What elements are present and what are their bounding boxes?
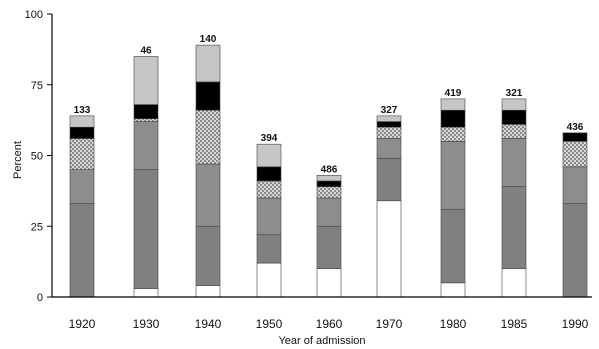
y-tick-label-100: 100 (25, 9, 43, 21)
bar-segment-1930-7 (133, 56, 159, 105)
bar-segment-1970-3 (376, 138, 402, 159)
bar-segment-1940-7 (195, 44, 221, 83)
bar-segment-1970-4 (376, 126, 402, 139)
bar-segment-1985-2 (501, 186, 527, 270)
y-ticks: 0 25 50 75 100 (25, 9, 52, 304)
y-tick-label-50: 50 (31, 151, 43, 163)
bar-segment-1980-4 (440, 126, 466, 142)
bar-segment-1940-6 (195, 81, 221, 111)
bar-count-label-1940: 140 (200, 34, 217, 45)
bar-segment-1970-0 (376, 200, 402, 298)
bar-segment-1920-7 (69, 115, 95, 128)
bar-segment-1970-6 (376, 121, 402, 128)
x-tick-label-1930: 1930 (133, 317, 160, 331)
bar-segment-1920-3 (69, 169, 95, 204)
bar-segment-1980-7 (440, 98, 466, 111)
bar-segment-1930-0 (133, 288, 159, 298)
bar-segment-1990-4 (562, 141, 588, 168)
bar-segment-1940-4 (195, 109, 221, 165)
bar-segment-1950-7 (256, 143, 282, 168)
bar-segment-1985-7 (501, 98, 527, 111)
y-tick-label-25: 25 (31, 221, 43, 233)
bar-count-label-1980: 419 (445, 88, 462, 99)
bar-segment-1980-3 (440, 141, 466, 210)
bar-segment-1920-6 (69, 126, 95, 139)
bar-count-labels: 133 46 140 394 486 327 419 321 436 (74, 34, 584, 175)
bar-segment-1985-6 (501, 109, 527, 125)
bar-segment-1920-4 (69, 138, 95, 170)
bar-segment-1940-3 (195, 163, 221, 227)
bar-segment-1960-7 (316, 175, 342, 182)
bar-segment-1985-3 (501, 138, 527, 187)
bars-layer (69, 44, 588, 298)
y-tick-label-75: 75 (31, 80, 43, 92)
bar-segment-1970-7 (376, 115, 402, 122)
bar-count-label-1950: 394 (261, 133, 278, 144)
bar-segment-1950-3 (256, 197, 282, 236)
x-tick-label-1990: 1990 (562, 317, 589, 331)
bar-count-label-1930: 46 (140, 45, 152, 56)
x-tick-label-1970: 1970 (376, 317, 403, 331)
x-tick-label-1980: 1980 (440, 317, 467, 331)
bar-count-label-1990: 436 (567, 122, 584, 133)
bar-segment-1930-2 (133, 169, 159, 289)
bar-segment-1950-0 (256, 262, 282, 298)
bar-count-label-1970: 327 (381, 105, 398, 116)
bar-segment-1990-2 (562, 203, 588, 298)
bar-count-label-1985: 321 (506, 88, 523, 99)
bar-segment-1980-2 (440, 208, 466, 284)
x-ticks: 1920 1930 1940 1950 1960 1970 1980 1985 1990 (69, 317, 589, 331)
x-tick-label-1960: 1960 (316, 317, 343, 331)
x-axis-title: Year of admission (278, 335, 365, 347)
bar-segment-1970-2 (376, 158, 402, 202)
x-tick-label-1940: 1940 (195, 317, 222, 331)
bar-segment-1960-2 (316, 225, 342, 270)
y-axis-title: Percent (12, 141, 24, 179)
bar-segment-1985-0 (501, 268, 527, 298)
x-tick-label-1920: 1920 (69, 317, 96, 331)
bar-segment-1980-6 (440, 109, 466, 128)
x-tick-label-1985: 1985 (501, 317, 528, 331)
bar-segment-1940-0 (195, 285, 221, 298)
bar-count-label-1960: 486 (321, 164, 338, 175)
bar-segment-1980-0 (440, 282, 466, 298)
x-tick-label-1950: 1950 (256, 317, 283, 331)
bar-segment-1920-2 (69, 203, 95, 298)
bar-segment-1960-0 (316, 268, 342, 298)
bar-segment-1930-4 (133, 118, 159, 122)
bar-segment-1930-6 (133, 104, 159, 120)
y-tick-label-0: 0 (37, 292, 43, 304)
bar-count-label-1920: 133 (74, 105, 91, 116)
bar-segment-1940-2 (195, 225, 221, 286)
bar-segment-1950-6 (256, 166, 282, 182)
bar-segment-1950-4 (256, 180, 282, 199)
bar-segment-1960-6 (316, 180, 342, 187)
bar-segment-1985-4 (501, 124, 527, 139)
bar-segment-1930-3 (133, 121, 159, 170)
bar-segment-1990-3 (562, 166, 588, 204)
bar-segment-1960-3 (316, 197, 342, 227)
bar-segment-1960-4 (316, 186, 342, 199)
bar-segment-1950-2 (256, 234, 282, 264)
bar-segment-1990-6 (562, 132, 588, 142)
